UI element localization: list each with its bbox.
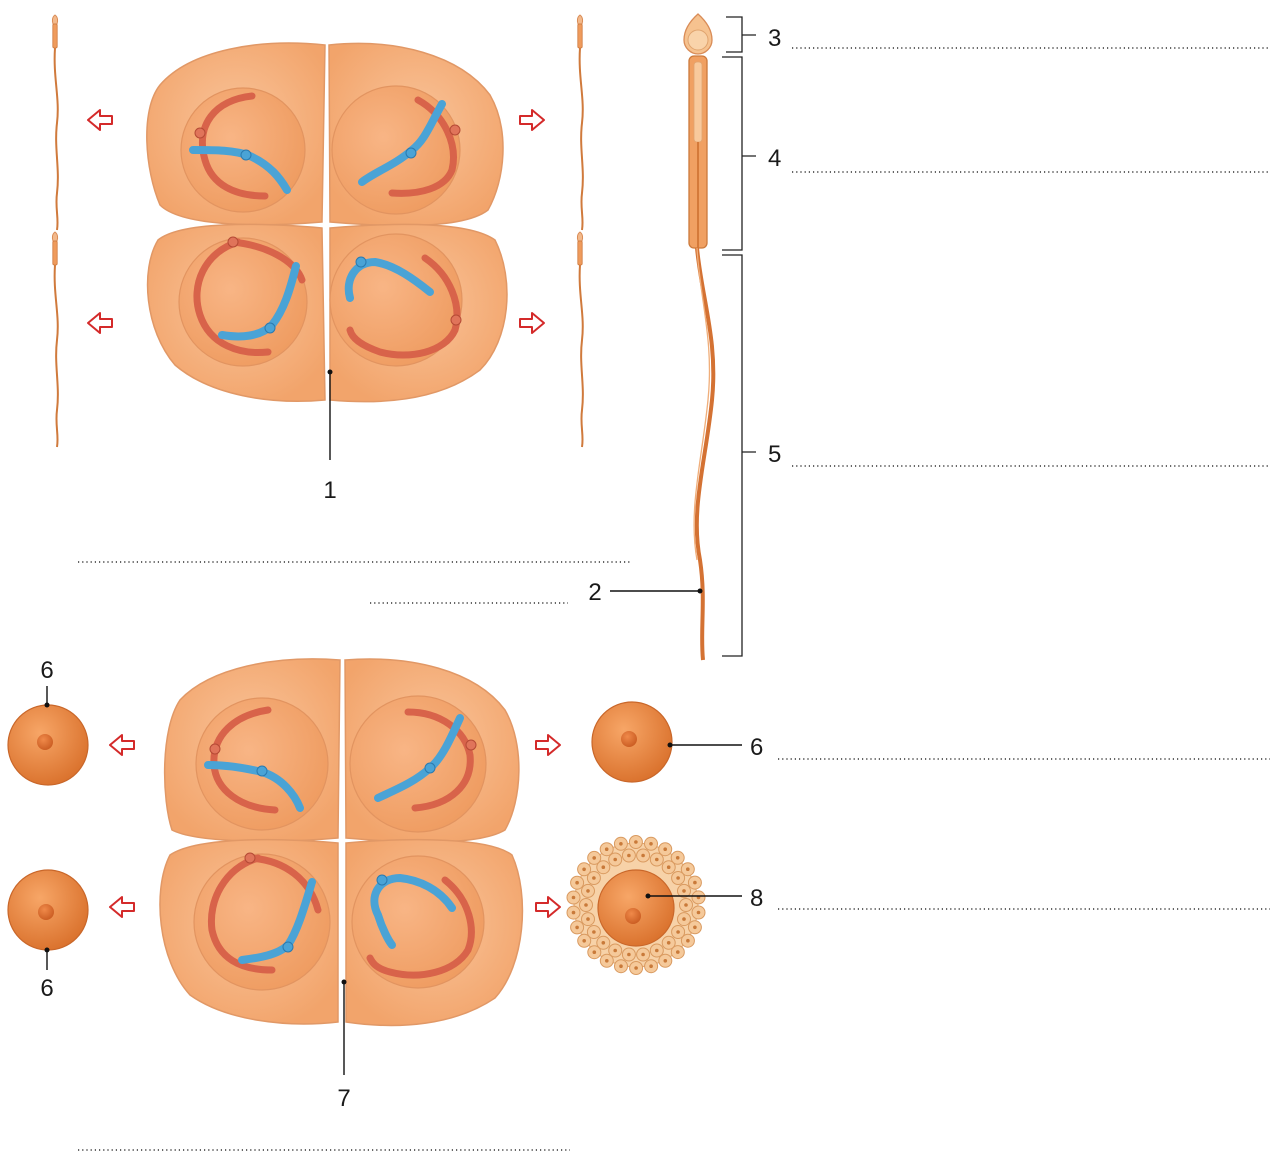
sperm-cell bbox=[576, 14, 584, 231]
arrow-icon bbox=[87, 109, 113, 131]
follicle-nucleus bbox=[592, 950, 597, 954]
label-5: 5 bbox=[768, 441, 781, 468]
follicle-nucleus bbox=[649, 842, 653, 846]
follicle-nucleus bbox=[604, 847, 609, 851]
label-4: 4 bbox=[768, 145, 781, 172]
sperm-cell bbox=[51, 14, 59, 231]
follicle-nucleus bbox=[693, 880, 697, 885]
follicle-nucleus bbox=[584, 903, 588, 907]
label-8: 8 bbox=[750, 885, 763, 912]
follicle-nucleus bbox=[686, 867, 690, 871]
follicle-nucleus bbox=[655, 948, 659, 953]
follicle-nucleus bbox=[571, 895, 576, 900]
follicle-nucleus bbox=[676, 950, 680, 954]
follicle-nucleus bbox=[619, 842, 623, 846]
follicle-nucleus bbox=[634, 966, 638, 970]
follicle-nucleus bbox=[586, 917, 590, 921]
label-1: 1 bbox=[323, 477, 336, 504]
follicle-nucleus bbox=[627, 952, 631, 957]
arrow-icon bbox=[109, 734, 135, 756]
follicle-nucleus bbox=[666, 941, 671, 945]
bracket bbox=[722, 56, 756, 251]
label-6: 6 bbox=[40, 657, 53, 684]
follicle-nucleus bbox=[655, 857, 659, 862]
follicle-nucleus bbox=[627, 853, 631, 858]
follicle-nucleus bbox=[693, 925, 697, 930]
follicle-nucleus bbox=[592, 876, 596, 880]
polar-body bbox=[591, 701, 673, 783]
follicle-nucleus bbox=[571, 910, 576, 915]
bracket bbox=[722, 254, 756, 657]
bracket bbox=[726, 16, 756, 53]
follicle-nucleus bbox=[613, 857, 617, 862]
sperm-cell bbox=[576, 231, 584, 448]
polar-body bbox=[7, 704, 89, 786]
follicle-nucleus bbox=[676, 930, 680, 934]
follicle-nucleus bbox=[641, 853, 645, 858]
follicle-nucleus bbox=[605, 959, 609, 963]
follicle-nucleus bbox=[666, 865, 671, 869]
follicle-nucleus bbox=[575, 925, 579, 930]
follicle-nucleus bbox=[649, 964, 653, 968]
follicle-nucleus bbox=[619, 964, 623, 968]
follicle-nucleus bbox=[582, 867, 586, 872]
follicle-nucleus bbox=[675, 856, 680, 860]
follicle-nucleus bbox=[586, 889, 590, 893]
sperm-detail bbox=[683, 13, 716, 661]
label-6: 6 bbox=[750, 734, 763, 761]
label-3: 3 bbox=[768, 25, 781, 52]
arrow-icon bbox=[535, 896, 561, 918]
follicle-nucleus bbox=[592, 856, 596, 860]
label-6: 6 bbox=[40, 975, 53, 1002]
follicle-nucleus bbox=[684, 903, 688, 907]
arrow-icon bbox=[519, 312, 545, 334]
follicle-nucleus bbox=[601, 865, 606, 869]
sperm-cell bbox=[51, 231, 59, 448]
arrow-icon bbox=[519, 109, 545, 131]
follicle-nucleus bbox=[663, 959, 668, 963]
follicle-nucleus bbox=[582, 939, 586, 943]
follicle-nucleus bbox=[613, 948, 617, 953]
follicle-nucleus bbox=[641, 952, 645, 957]
follicle-nucleus bbox=[676, 876, 680, 880]
follicle-nucleus bbox=[682, 917, 686, 921]
spermatocyte-tetrad bbox=[146, 42, 508, 403]
follicle-nucleus bbox=[682, 889, 686, 893]
follicle-nucleus bbox=[601, 941, 606, 945]
oocyte-tetrad bbox=[159, 658, 524, 1027]
follicle-nucleus bbox=[686, 938, 690, 943]
follicle-nucleus bbox=[696, 910, 701, 915]
arrow-icon bbox=[535, 734, 561, 756]
follicle-nucleus bbox=[592, 930, 596, 934]
label-7: 7 bbox=[337, 1085, 350, 1112]
label-2: 2 bbox=[588, 579, 601, 606]
arrow-icon bbox=[87, 312, 113, 334]
follicle-nucleus bbox=[634, 840, 638, 844]
arrow-icon bbox=[109, 896, 135, 918]
ovum-with-corona bbox=[566, 835, 706, 975]
follicle-nucleus bbox=[575, 880, 579, 885]
polar-body bbox=[7, 869, 89, 951]
follicle-nucleus bbox=[663, 847, 667, 851]
